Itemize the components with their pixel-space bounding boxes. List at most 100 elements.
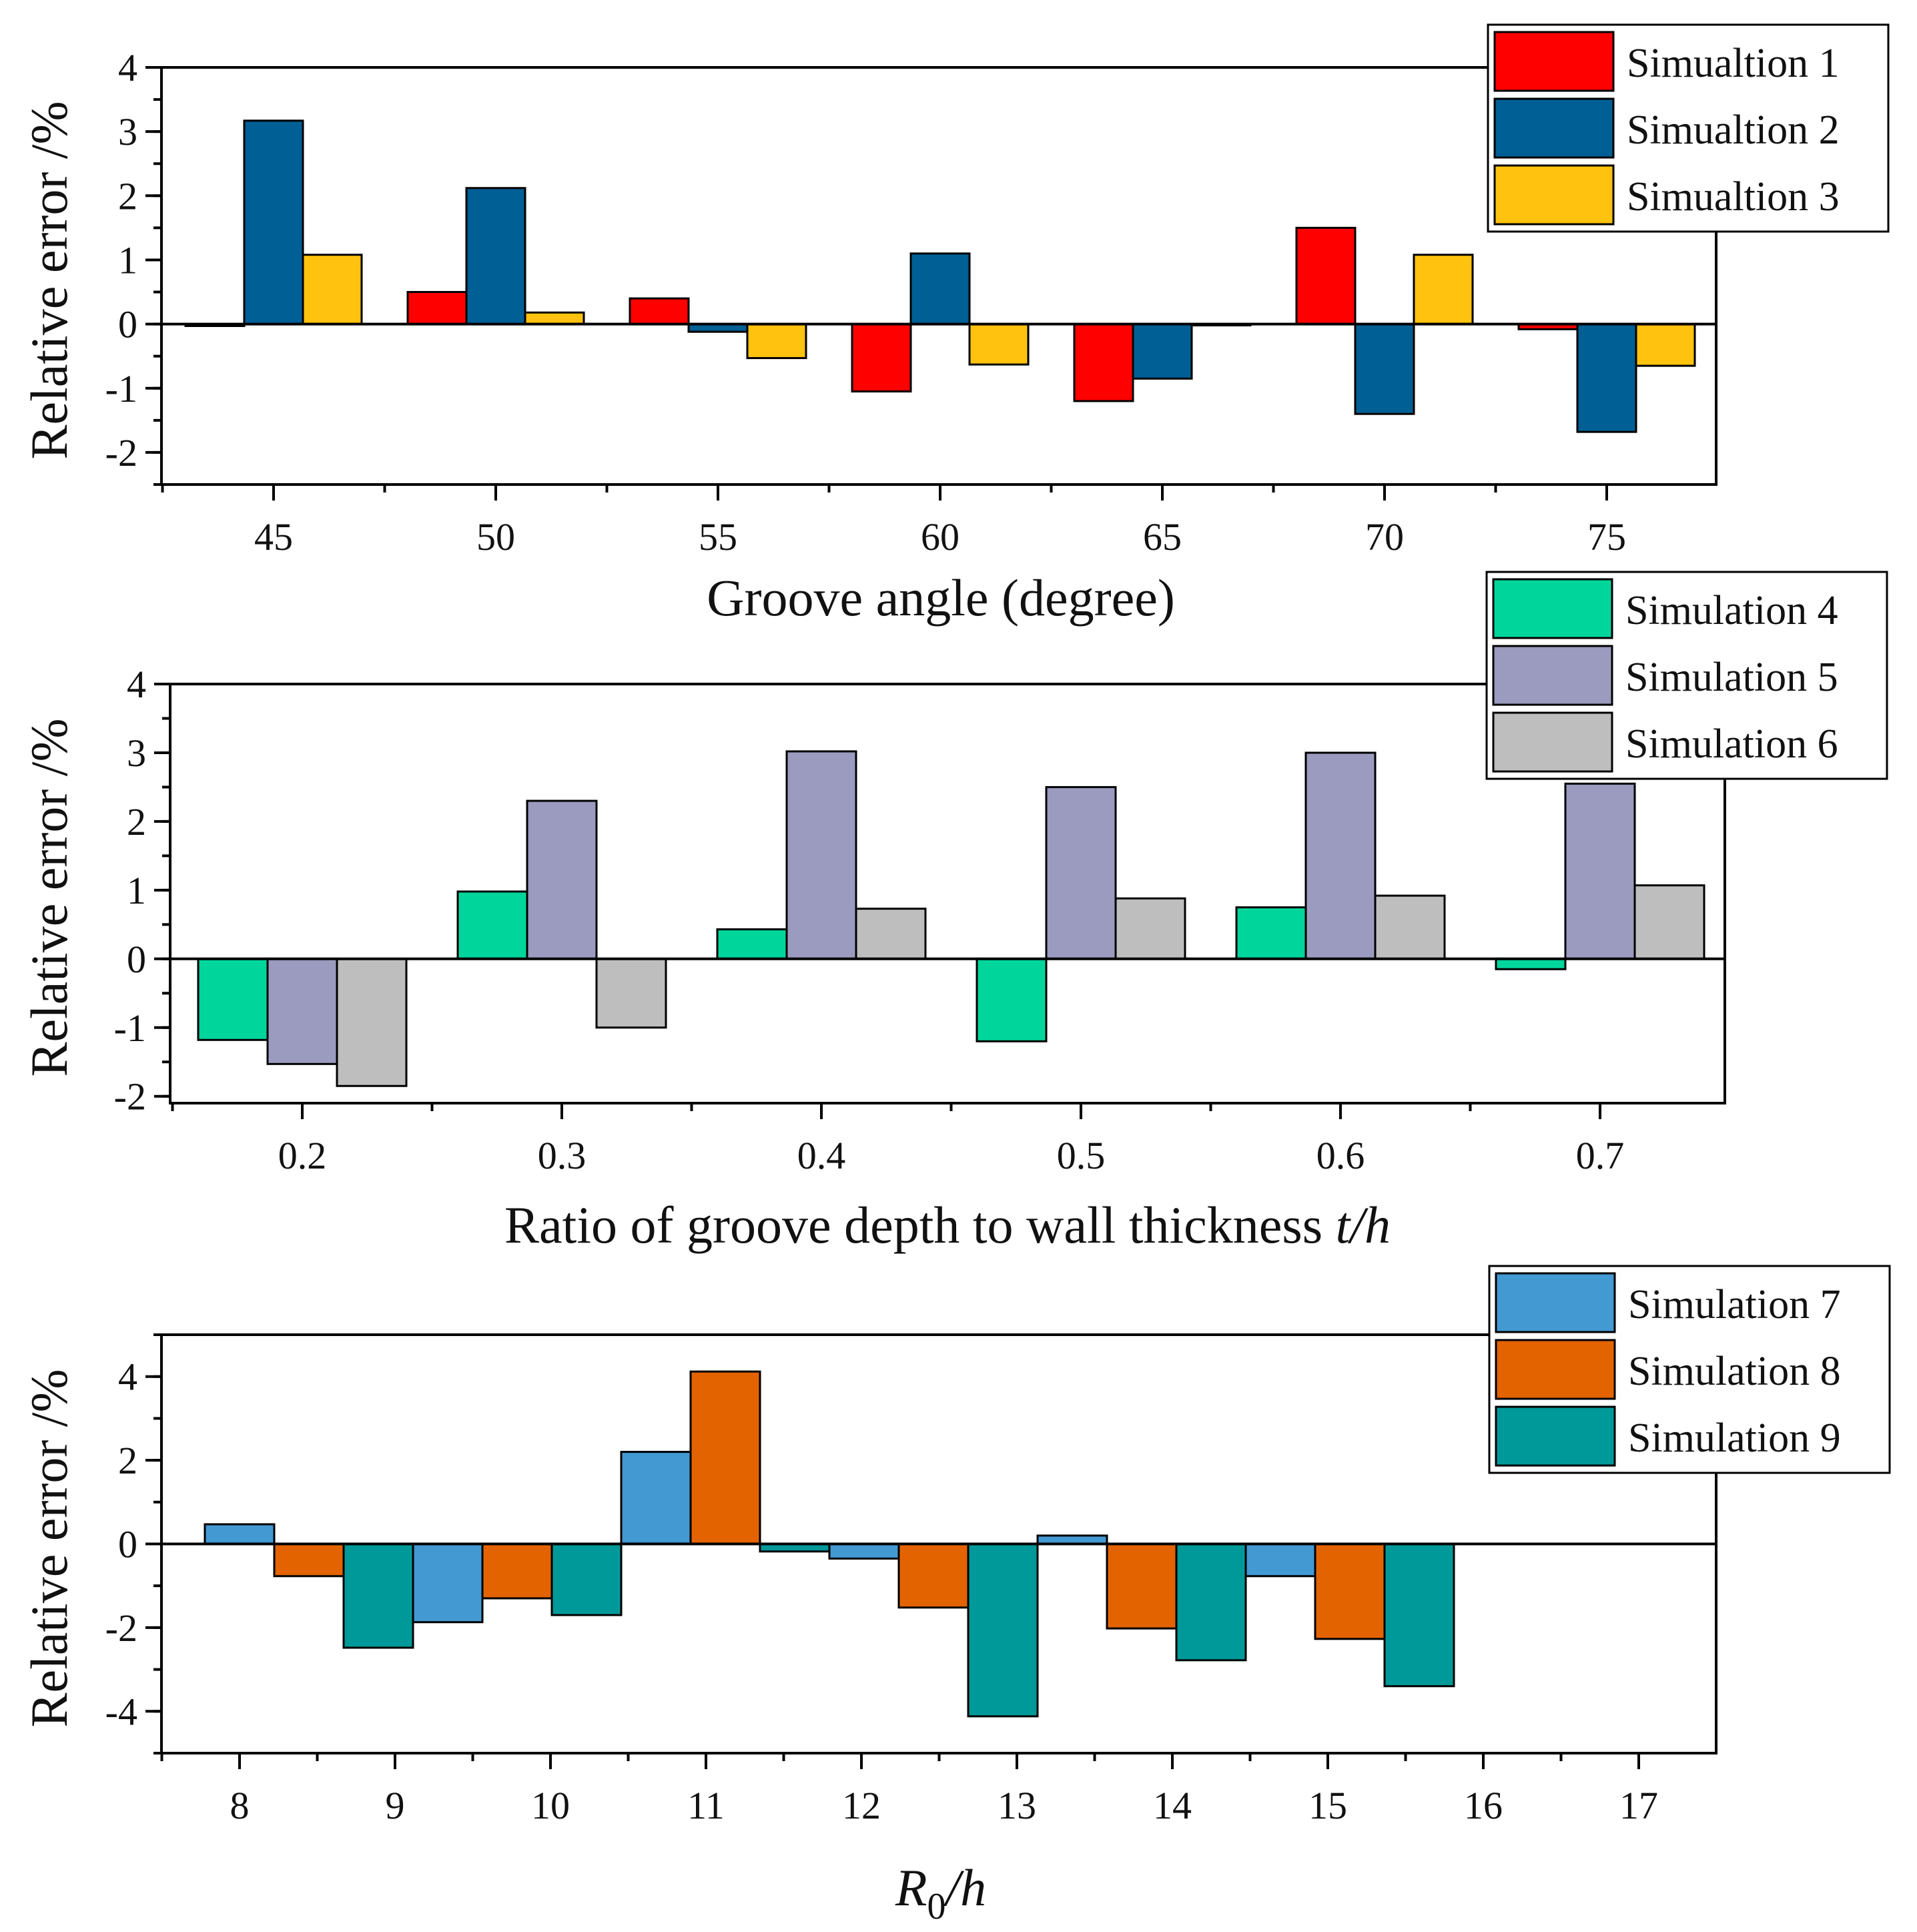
bar-simulation-6-0.3 [595,958,667,1029]
bar-simulation-8-group-2 [481,1543,553,1600]
y-tick-label: 0 [118,303,137,346]
x-tick-label: 0.6 [1316,1134,1365,1177]
y-axis-title: Relative error /% [20,718,78,1076]
legend-swatch-4 [1492,578,1613,639]
legend-label-3: Simualtion 3 [1627,174,1840,220]
x-tick-label: 12 [842,1784,881,1827]
bar-simualtion-2-70 [1354,323,1415,415]
x-tick-label: 11 [687,1784,725,1827]
bar-simulation-6-0.5 [1114,897,1186,960]
y-tick-label: 4 [118,1355,137,1399]
bar-group [204,1370,1455,1718]
x-tick-label: 45 [254,515,293,559]
bar-simulation-9-group-1 [342,1543,414,1649]
x-axis-title-italic: t/h [1336,1196,1391,1254]
bar-simualtion-2-75 [1576,323,1637,433]
x-axis: 8 9 10 11 12 13 14 15 16 17 [160,1753,1658,1827]
bar-simulation-7-group-1 [204,1523,276,1546]
y-tick-label: 1 [118,238,137,282]
y-tick-label: 3 [118,110,137,153]
y-tick-label: -2 [105,1606,137,1650]
legend-label-8: Simulation 8 [1628,1349,1841,1394]
chart-panel-groove-angle: -2 -1 0 1 2 3 4 45 50 55 60 65 70 75 Groove angle (d… [20,23,1890,627]
bar-simulation-7-group-2 [412,1543,484,1624]
bar-simulation-8-group-5 [1106,1543,1178,1630]
bar-simulation-9-group-2 [550,1543,623,1616]
legend-swatch-9 [1495,1405,1616,1467]
legend: Simualtion 1 Simualtion 2 Simualtion 3 [1487,23,1890,233]
bar-simulation-7-group-6 [1244,1543,1316,1578]
x-tick-label: 14 [1153,1784,1192,1827]
chart-panel-groove-depth-ratio: -2 -1 0 1 2 3 4 0.2 0.3 0.4 0.5 0.6 0.7 Ratio of gr… [20,571,1888,1254]
legend-swatch-6 [1492,711,1613,773]
y-tick-label: 0 [127,938,146,981]
legend-label-1: Simualtion 1 [1627,41,1840,86]
bar-simulation-6-0.2 [336,958,408,1087]
y-tick-label: 3 [127,731,146,775]
y-axis: -2 -1 0 1 2 3 4 [114,663,170,1118]
x-tick-label: 70 [1365,515,1404,559]
y-tick-label: -2 [114,1075,146,1118]
bar-simulation-5-0.3 [526,799,598,960]
bar-simualtion-2-65 [1132,323,1193,380]
bar-simulation-6-0.4 [855,908,927,960]
bar-simulation-4-0.4 [716,928,788,960]
x-axis-title-base: R [895,1859,927,1917]
x-tick-label: 8 [230,1784,250,1827]
bar-simualtion-3-70 [1413,254,1474,326]
y-tick-label: 0 [118,1523,137,1566]
x-tick-label: 13 [998,1784,1036,1827]
y-tick-label: 4 [127,663,146,706]
bar-simulation-6-0.7 [1633,884,1705,960]
bar-simulation-8-group-1 [273,1543,345,1578]
bar-simulation-4-0.3 [456,890,528,960]
legend: Simulation 7 Simulation 8 Simulation 9 [1488,1265,1891,1474]
legend: Simulation 4 Simulation 5 Simulation 6 [1485,571,1888,780]
bar-simulation-5-0.2 [266,958,338,1065]
bar-simualtion-2-50 [465,187,526,326]
bar-simulation-7-group-3 [620,1451,692,1546]
bar-simualtion-1-70 [1295,226,1357,326]
x-tick-label: 65 [1143,515,1182,559]
bar-simulation-9-group-6 [1383,1543,1455,1688]
legend-label-4: Simulation 4 [1625,588,1838,633]
x-tick-label: 0.3 [538,1134,587,1177]
y-axis-title: Relative error /% [20,1369,78,1727]
bar-simualtion-3-45 [302,254,363,326]
x-axis-title: Groove angle (degree) [707,569,1175,627]
y-axis-title: Relative error /% [20,101,78,459]
bar-simulation-9-group-5 [1175,1543,1247,1662]
x-tick-label: 60 [921,515,960,559]
x-tick-label: 10 [531,1784,570,1827]
bar-simulation-5-0.5 [1045,785,1117,960]
bar-simulation-4-0.7 [1495,958,1567,970]
legend-label-5: Simulation 5 [1625,655,1838,700]
x-tick-label: 0.4 [797,1134,846,1177]
x-tick-label: 16 [1464,1784,1503,1827]
x-tick-label: 17 [1619,1784,1658,1827]
bar-simualtion-3-50 [524,311,585,326]
x-axis-title-rest: /h [943,1859,986,1917]
bar-simualtion-1-65 [1073,323,1134,402]
y-tick-label: -2 [105,431,137,474]
bar-simulation-4-0.6 [1235,906,1307,960]
x-tick-label: 15 [1308,1784,1347,1827]
bar-simulation-4-0.5 [976,958,1048,1042]
bar-simualtion-1-60 [851,323,912,393]
y-axis: -4 -2 0 2 4 [105,1333,161,1754]
x-axis: 45 50 55 60 65 70 75 [161,485,1626,559]
x-axis: 0.2 0.3 0.4 0.5 0.6 0.7 [171,1103,1624,1177]
x-tick-label: 0.5 [1057,1134,1106,1177]
bar-simulation-6-0.6 [1374,894,1446,960]
x-axis-title-subscript: 0 [927,1886,945,1927]
bar-simualtion-3-55 [746,323,807,360]
y-tick-label: 2 [127,800,146,844]
bar-simualtion-1-50 [406,291,468,326]
plot-frame [169,683,1726,1104]
bar-simulation-5-0.4 [785,750,857,960]
legend-label-7: Simulation 7 [1628,1282,1841,1327]
bar-simulation-8-group-6 [1314,1543,1386,1640]
x-axis-title-text: Ratio of groove depth to wall thickness [504,1196,1336,1254]
bar-simulation-5-0.6 [1304,751,1377,960]
